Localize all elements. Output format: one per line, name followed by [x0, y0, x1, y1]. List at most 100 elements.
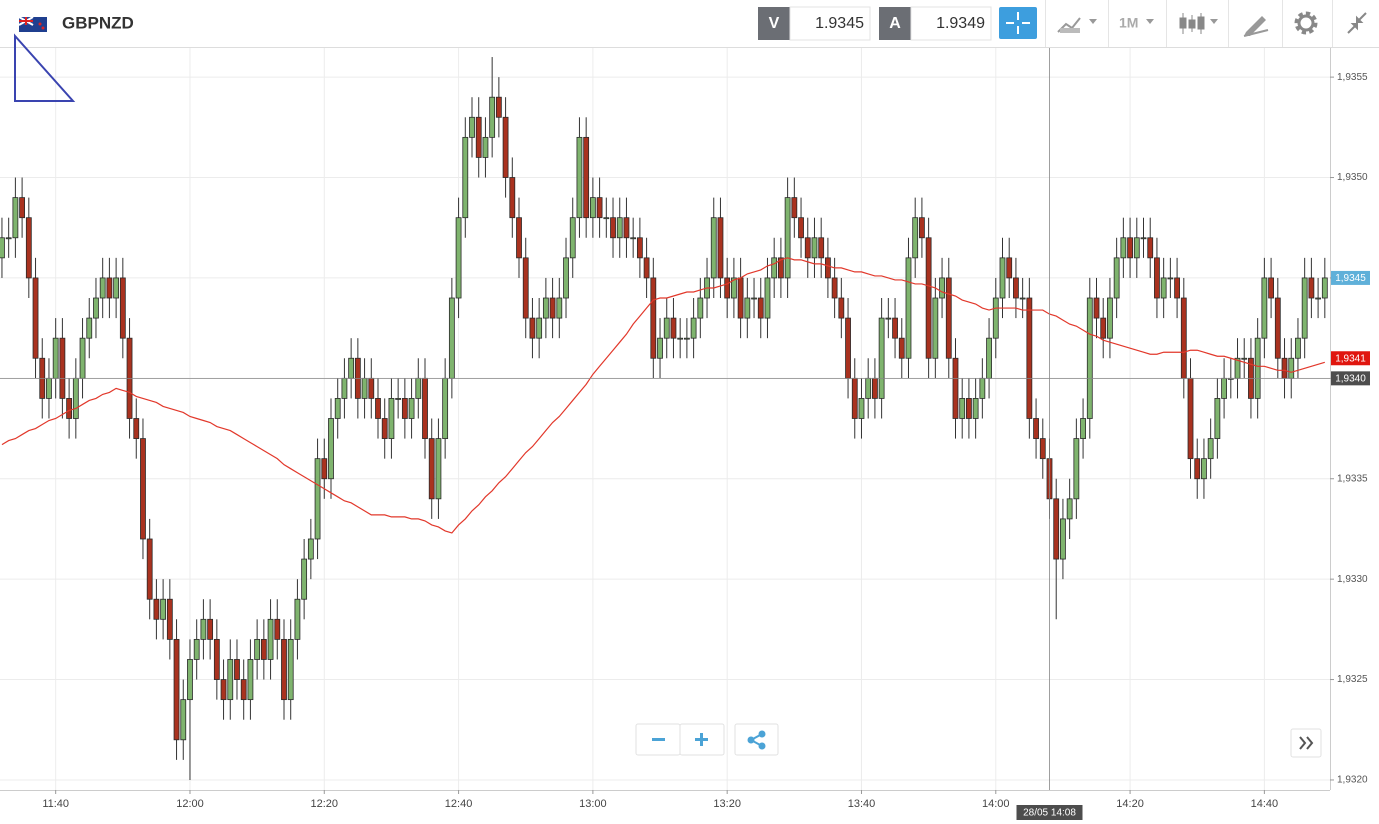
candle-body	[301, 558, 308, 600]
candle-body	[992, 297, 999, 339]
candle-body	[227, 659, 234, 701]
candle-body	[1274, 297, 1281, 359]
y-tick-label: 1,9350	[1337, 172, 1368, 183]
candle-body	[361, 377, 368, 399]
candle-body	[428, 438, 435, 500]
price-tag	[1331, 371, 1370, 386]
candle-body	[408, 398, 415, 419]
candle-body	[1167, 277, 1174, 280]
candle-body	[838, 297, 845, 319]
candle-body	[791, 197, 798, 219]
candle-body	[509, 177, 516, 219]
candle-body	[207, 618, 214, 640]
y-tick-label: 1,9320	[1337, 775, 1368, 786]
zoom-in-button[interactable]	[679, 723, 725, 756]
candle-body	[912, 217, 919, 259]
price-tag	[1331, 270, 1370, 285]
candle-body	[945, 277, 952, 359]
candle-body	[1174, 277, 1180, 299]
symbol: GBPNZD	[62, 13, 134, 32]
x-tick-label: 12:00	[176, 798, 204, 810]
candle-body	[630, 237, 637, 240]
candle-body	[1086, 297, 1093, 419]
candle-body	[919, 217, 925, 239]
candle-body	[952, 357, 959, 419]
x-tick-label: 14:00	[982, 798, 1010, 810]
x-tick-label: 12:20	[311, 798, 339, 810]
candle-body	[314, 458, 321, 540]
candle-body	[811, 237, 818, 259]
candle-body	[1201, 458, 1207, 480]
zoom-out-button[interactable]	[635, 723, 681, 756]
candle-body	[1039, 438, 1046, 460]
candle-body	[294, 598, 301, 640]
candle-body	[46, 377, 52, 399]
draw-tool-button[interactable]	[1243, 16, 1269, 37]
candle-body	[825, 257, 831, 279]
bid-button[interactable]	[758, 7, 790, 40]
candle-body	[771, 257, 778, 279]
candle-body	[1147, 237, 1154, 259]
candle-body	[106, 277, 113, 299]
candle-body	[99, 277, 106, 299]
candle-body	[865, 377, 872, 399]
settings-button[interactable]	[1294, 11, 1318, 35]
candle-body	[86, 317, 93, 339]
x-tick-label: 13:20	[713, 798, 741, 810]
candle-body	[1100, 317, 1107, 339]
candle-body	[160, 598, 167, 620]
header-bar	[0, 0, 1379, 47]
candle-body	[657, 337, 663, 359]
candle-body	[287, 638, 294, 701]
candle-body	[448, 297, 455, 379]
share-button[interactable]	[734, 723, 779, 756]
candle-body	[1013, 277, 1019, 299]
candle-body	[650, 277, 657, 359]
candle-body	[1120, 237, 1127, 259]
candle-body	[556, 297, 563, 319]
candle-body	[1019, 297, 1026, 300]
ask-box	[910, 6, 992, 41]
candle-body	[166, 598, 173, 640]
candle-body	[979, 377, 986, 399]
triangle-drawing[interactable]	[14, 33, 76, 102]
candle-body	[1301, 277, 1308, 339]
candle-body	[697, 297, 704, 319]
candle-body	[200, 618, 207, 640]
candle-body	[596, 197, 603, 219]
candle-body	[462, 136, 469, 219]
timeframe[interactable]: 1M	[1119, 15, 1138, 31]
candle-body	[872, 377, 878, 399]
candle-body	[777, 257, 784, 279]
candle-body	[187, 659, 193, 701]
collapse-button[interactable]	[1347, 12, 1367, 34]
candle-body	[59, 337, 66, 399]
ask-button[interactable]	[879, 7, 911, 40]
candle-body	[1241, 357, 1248, 360]
crosshair-button[interactable]	[999, 7, 1037, 39]
candle-body	[489, 96, 496, 138]
candle-body	[858, 398, 865, 419]
candle-body	[1140, 237, 1147, 240]
candle-body	[898, 337, 905, 359]
candle-body	[1073, 438, 1080, 500]
candle-body	[213, 638, 220, 680]
candle-body	[1066, 498, 1073, 520]
candle-body	[939, 277, 945, 299]
chart-type-button[interactable]	[1057, 17, 1097, 33]
candle-body	[986, 337, 992, 379]
scroll-right-button[interactable]	[1290, 728, 1322, 758]
candle-type-button[interactable]	[1179, 13, 1218, 34]
candle-body	[959, 398, 966, 419]
candle-body	[146, 538, 153, 600]
candle-body	[536, 317, 543, 339]
bid-label: V	[769, 15, 780, 32]
candle-body	[724, 277, 731, 299]
candle-body	[93, 297, 99, 319]
candle-body	[435, 438, 442, 500]
candle-body	[79, 337, 86, 379]
candle-body	[1268, 277, 1274, 299]
candle-body	[583, 136, 590, 219]
candle-body	[710, 217, 717, 279]
